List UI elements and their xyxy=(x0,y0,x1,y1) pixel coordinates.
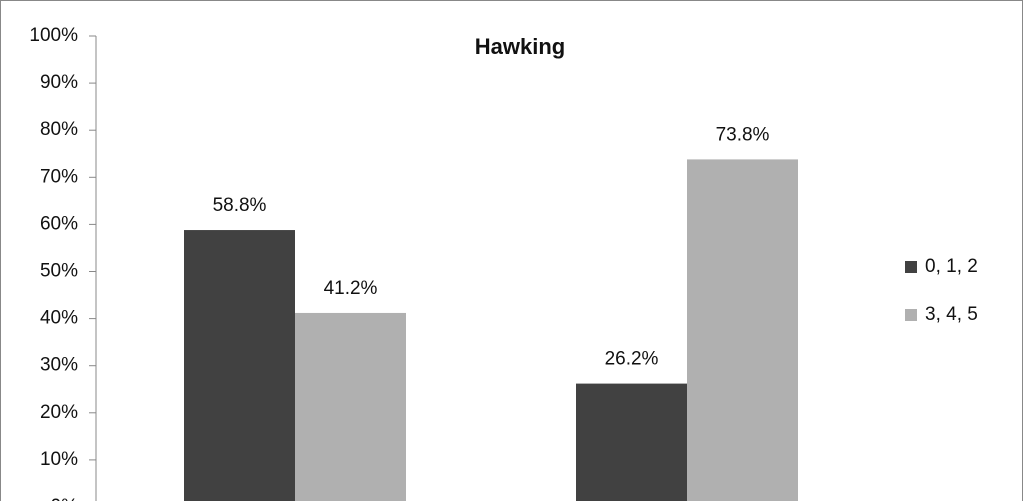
y-tick-label: 20% xyxy=(40,402,78,423)
y-tick-label: 10% xyxy=(40,449,78,470)
data-label: 26.2% xyxy=(605,349,659,370)
bar xyxy=(576,383,687,501)
y-tick-label: 50% xyxy=(40,261,78,282)
y-tick-label: 80% xyxy=(40,119,78,140)
y-tick-label: 0% xyxy=(51,496,79,501)
bar xyxy=(295,312,406,501)
y-tick-label: 70% xyxy=(40,166,78,187)
data-label: 73.8% xyxy=(716,124,770,145)
bar xyxy=(184,230,295,501)
data-label: 41.2% xyxy=(324,278,378,299)
data-label: 58.8% xyxy=(213,195,267,216)
legend-swatch xyxy=(905,309,917,321)
y-tick-label: 100% xyxy=(29,25,78,46)
y-tick-label: 60% xyxy=(40,213,78,234)
legend-label: 0, 1, 2 xyxy=(925,256,978,277)
legend-label: 3, 4, 5 xyxy=(925,304,978,325)
y-tick-label: 40% xyxy=(40,308,78,329)
chart-title: Hawking xyxy=(475,34,565,59)
legend-swatch xyxy=(905,261,917,273)
bar xyxy=(687,159,798,501)
y-tick-label: 90% xyxy=(40,72,78,93)
y-tick-label: 30% xyxy=(40,355,78,376)
